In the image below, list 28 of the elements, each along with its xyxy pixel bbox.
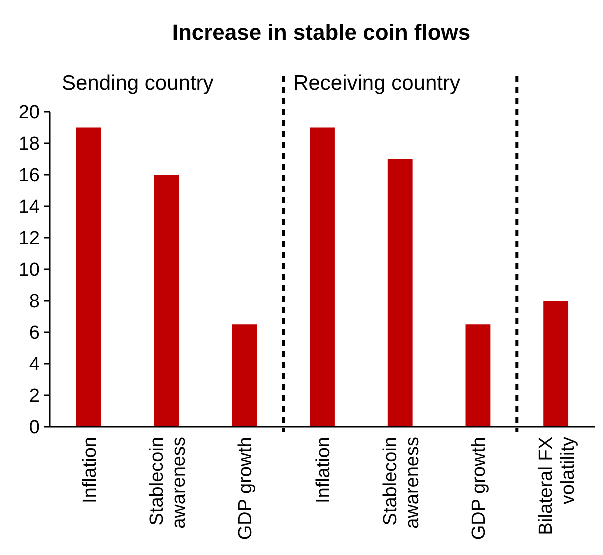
bar <box>310 128 335 427</box>
x-tick-label: GDP growth <box>236 437 257 540</box>
y-tick-label: 16 <box>18 166 40 187</box>
y-tick-label: 20 <box>18 102 40 124</box>
x-tick-label: Inflation <box>80 437 101 504</box>
bar <box>544 301 569 427</box>
y-tick-label: 0 <box>29 418 40 439</box>
y-tick-label: 12 <box>18 228 40 250</box>
text: Receiving country <box>294 72 461 95</box>
x-tick-label: Bilateral FX volatility <box>536 436 580 536</box>
x-tick-label: Stablecoin awareness <box>380 437 424 529</box>
bar <box>154 175 180 427</box>
y-tick-label: 14 <box>18 197 40 218</box>
x-tick-label: Stablecoin awareness <box>146 437 190 529</box>
bar <box>466 324 491 427</box>
y-tick-label: 10 <box>18 260 40 282</box>
bar <box>388 159 413 427</box>
bar <box>232 324 258 427</box>
y-tick-label: 18 <box>18 134 40 156</box>
y-tick-label: 8 <box>29 292 40 313</box>
chart-title: Increase in stable coin flows <box>172 20 471 45</box>
y-tick-label: 2 <box>29 386 40 408</box>
x-tick-label: GDP growth <box>469 437 490 540</box>
y-tick-label: 4 <box>29 354 40 376</box>
x-tick-label: Inflation <box>314 437 334 504</box>
y-tick-label: 6 <box>29 323 40 344</box>
bar <box>76 128 102 427</box>
text: Sending country <box>62 72 214 95</box>
